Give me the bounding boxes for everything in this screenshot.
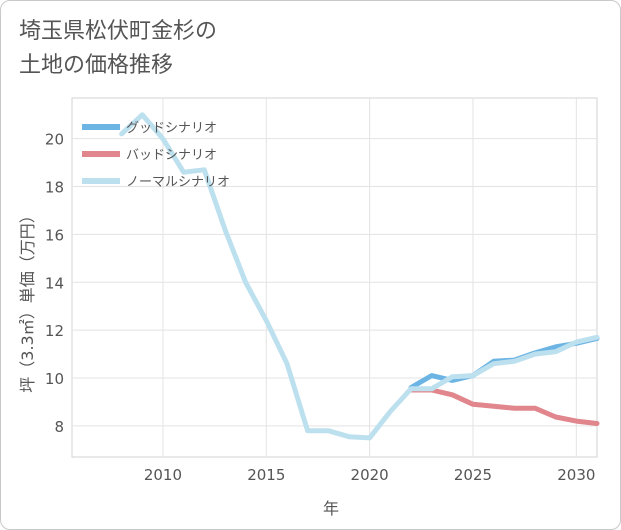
series-line-2 xyxy=(408,387,600,426)
x-tick-label: 2010 xyxy=(144,466,182,484)
series-line-3 xyxy=(119,112,600,441)
x-tick-label: 2030 xyxy=(557,466,595,484)
y-tick-label: 14 xyxy=(45,274,64,292)
legend-label-3: ノーマルシナリオ xyxy=(126,175,230,190)
x-axis-ticks: 2010 2015 2020 2025 2030 xyxy=(144,466,596,484)
y-tick-label: 16 xyxy=(45,226,64,244)
chart-title-line-1: 埼玉県松伏町金杉の xyxy=(19,19,218,44)
y-axis-ticks: 8 10 12 14 16 18 20 xyxy=(45,131,64,436)
chart-title-line-2: 土地の価格推移 xyxy=(19,53,174,78)
grid-lines xyxy=(72,98,597,457)
plot-area xyxy=(71,97,598,458)
y-tick-label: 20 xyxy=(45,131,64,149)
series-lines xyxy=(119,112,600,441)
x-tick-label: 2025 xyxy=(454,466,492,484)
x-axis-label: 年 xyxy=(323,499,339,518)
y-tick-label: 8 xyxy=(54,418,64,436)
x-tick-label: 2020 xyxy=(351,466,389,484)
legend-label-2: バッドシナリオ xyxy=(126,148,217,163)
chart-title: 埼玉県松伏町金杉の 土地の価格推移 xyxy=(19,15,217,83)
y-tick-label: 12 xyxy=(45,322,64,340)
y-axis-label: 坪（3.3㎡）単価（万円） xyxy=(18,207,37,392)
x-tick-label: 2015 xyxy=(247,466,285,484)
y-tick-label: 18 xyxy=(45,179,64,197)
legend-label-1: グッドシナリオ xyxy=(126,121,217,136)
y-tick-label: 10 xyxy=(45,370,64,388)
